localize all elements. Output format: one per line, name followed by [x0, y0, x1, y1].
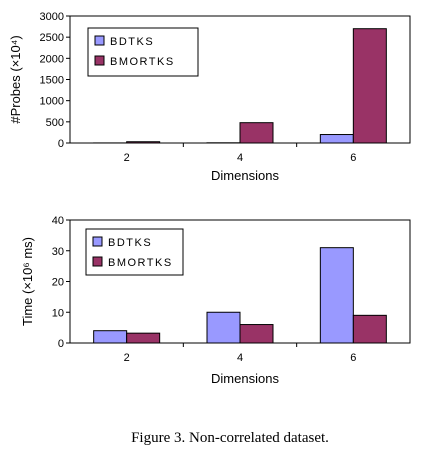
bar-bmortks-4	[239, 122, 274, 144]
bar-bdtks-6	[319, 134, 354, 144]
bar-bmortks-6	[352, 28, 387, 144]
legend-swatch-bmortks	[92, 256, 103, 267]
bar-bmortks-2	[126, 141, 161, 144]
y-tick-label: 3000	[40, 11, 64, 23]
x-tick-label: 6	[350, 152, 356, 164]
bar-bdtks-6	[319, 247, 354, 344]
x-tick-label: 6	[350, 352, 356, 364]
bar-bmortks-4	[239, 324, 274, 344]
x-tick-label: 2	[124, 352, 130, 364]
legend-swatch-bdtks	[92, 236, 103, 247]
x-tick-label: 4	[237, 352, 243, 364]
legend-label-bmortks: BMORTKS	[108, 257, 173, 269]
y-axis-title: Time (×10⁶ ms)	[20, 237, 35, 326]
legend-label-bmortks: BMORTKS	[110, 56, 175, 68]
figure-caption: Figure 3. Non-correlated dataset.	[131, 430, 329, 446]
y-tick-label: 500	[46, 117, 64, 129]
bar-bmortks-6	[352, 314, 387, 344]
y-tick-label: 2000	[40, 53, 64, 65]
legend: BDTKS BMORTKS	[87, 27, 199, 77]
legend-box	[87, 27, 199, 77]
y-tick-label: 30	[52, 246, 64, 258]
bar-bdtks-2	[93, 330, 128, 344]
y-tick-label: 1000	[40, 96, 64, 108]
x-axis-title: Dimensions	[211, 371, 279, 386]
y-tick-label: 2500	[40, 32, 64, 44]
x-tick-label: 2	[124, 152, 130, 164]
legend-swatch-bdtks	[94, 35, 105, 46]
time-chart: 0 10 20 30 40 2 4 6 Dimensions Time (×10⁶ ms) BDTK…	[20, 215, 411, 386]
y-axis-title: #Probes (×10⁴)	[8, 35, 23, 123]
legend-swatch-bmortks	[94, 55, 105, 66]
y-tick-label: 20	[52, 277, 64, 289]
x-tick-label: 4	[237, 152, 243, 164]
bar-bdtks-4	[206, 311, 241, 344]
y-tick-label: 40	[52, 215, 64, 227]
legend: BDTKS BMORTKS	[85, 228, 184, 276]
probes-chart: 0 500 1000 1500 2000 2500 3000 2 4 6 Dimensions #Pr…	[8, 11, 411, 183]
y-tick-label: 0	[58, 138, 64, 150]
legend-label-bdtks: BDTKS	[110, 36, 154, 48]
y-tick-label: 10	[52, 307, 64, 319]
x-axis-title: Dimensions	[211, 168, 279, 183]
y-tick-label: 0	[58, 338, 64, 350]
y-tick-label: 1500	[40, 75, 64, 87]
bar-bmortks-2	[126, 332, 161, 344]
legend-label-bdtks: BDTKS	[108, 237, 152, 249]
